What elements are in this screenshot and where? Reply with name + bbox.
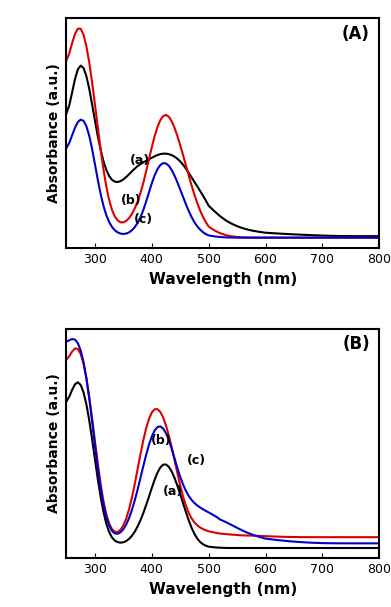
Text: (A): (A) bbox=[342, 25, 370, 43]
Text: (a): (a) bbox=[163, 486, 183, 498]
Text: (b): (b) bbox=[151, 435, 171, 447]
Text: (b): (b) bbox=[120, 194, 141, 208]
X-axis label: Wavelength (nm): Wavelength (nm) bbox=[149, 582, 297, 597]
Text: (a): (a) bbox=[130, 154, 151, 167]
Y-axis label: Absorbance (a.u.): Absorbance (a.u.) bbox=[47, 63, 61, 203]
Text: (B): (B) bbox=[342, 336, 370, 353]
Y-axis label: Absorbance (a.u.): Absorbance (a.u.) bbox=[47, 373, 61, 514]
X-axis label: Wavelength (nm): Wavelength (nm) bbox=[149, 271, 297, 287]
Text: (c): (c) bbox=[134, 212, 153, 226]
Text: (c): (c) bbox=[187, 455, 206, 467]
